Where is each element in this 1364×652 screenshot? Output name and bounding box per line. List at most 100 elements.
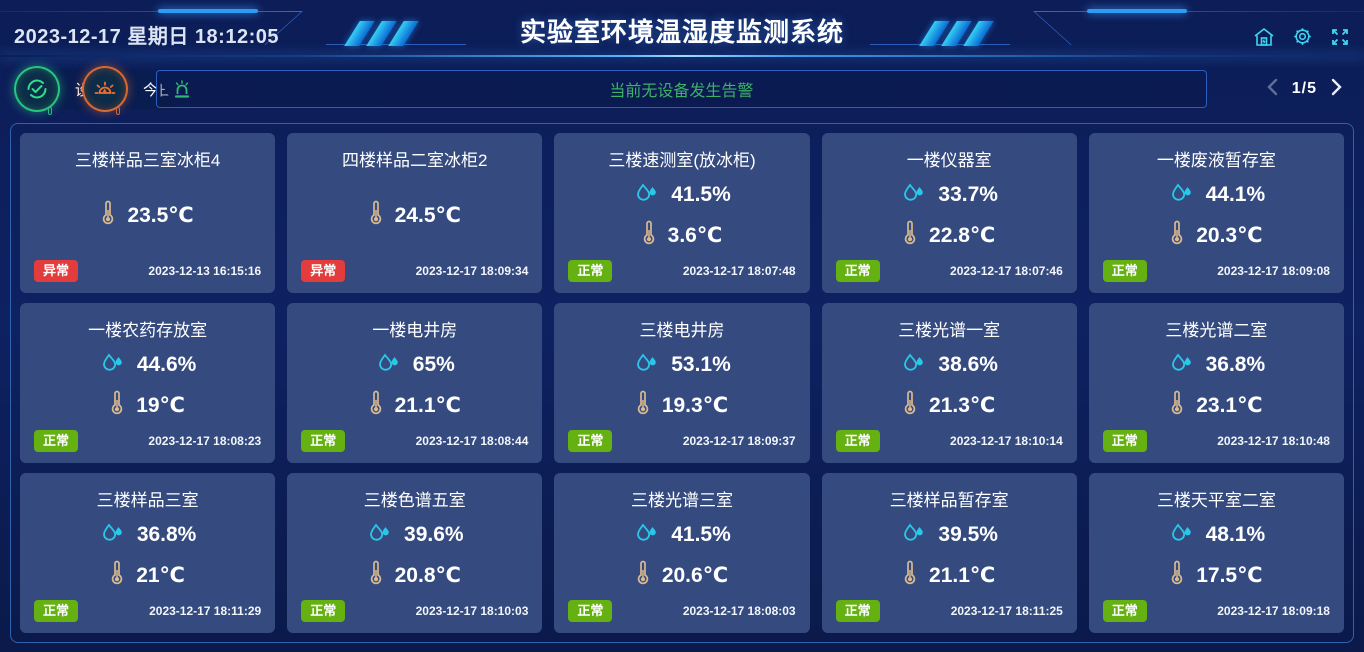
room-name: 三楼光谱二室 <box>1165 321 1268 340</box>
temperature-value: 20.3℃ <box>1196 223 1263 247</box>
timestamp: 2023-12-17 18:07:46 <box>950 264 1063 279</box>
prev-page-button[interactable] <box>1267 78 1278 101</box>
humidity-reading: 48.1% <box>1168 521 1265 550</box>
card-metrics: 39.5% 21.1℃ <box>836 511 1063 600</box>
device-card[interactable]: 三楼光谱二室 36.8% <box>1088 303 1344 463</box>
device-card[interactable]: 三楼色谱五室 39.6% <box>287 473 543 633</box>
alert-banner: 当前无设备发生告警 <box>156 70 1207 108</box>
humidity-value: 65% <box>412 353 455 377</box>
humidity-reading: 41.5% <box>633 521 731 550</box>
pagination: 1/5 <box>1267 78 1342 101</box>
device-count-widget: 设备数量 67 <box>14 66 48 115</box>
card-footer: 正常 2023-12-17 18:08:44 <box>301 430 528 452</box>
humidity-icon <box>366 521 392 550</box>
header: 2023-12-17 星期日 18:12:05 实验室环境温湿度监测系统 <box>0 0 1364 58</box>
room-name: 四楼样品二室冰柜2 <box>342 151 488 170</box>
device-card[interactable]: 三楼样品三室冰柜4 23 <box>20 133 276 293</box>
fullscreen-icon[interactable] <box>1330 27 1350 47</box>
temperature-value: 21℃ <box>136 563 185 587</box>
thermometer-icon <box>369 560 383 591</box>
temperature-reading: 17.5℃ <box>1170 560 1263 591</box>
temperature-reading: 20.6℃ <box>636 560 728 591</box>
timestamp: 2023-12-17 18:09:18 <box>1217 604 1330 619</box>
thermometer-icon <box>903 390 917 421</box>
temperature-reading: 19.3℃ <box>636 390 728 421</box>
room-name: 一楼农药存放室 <box>88 321 208 340</box>
room-name: 三楼电井房 <box>639 321 725 340</box>
card-footer: 正常 2023-12-17 18:09:37 <box>568 430 796 452</box>
thermometer-icon <box>110 560 124 591</box>
card-metrics: 44.6% 19℃ <box>34 341 261 430</box>
card-footer: 异常 2023-12-17 18:09:34 <box>301 260 528 282</box>
device-card[interactable]: 四楼样品二室冰柜2 24 <box>287 133 543 293</box>
device-card[interactable]: 一楼仪器室 33.7% 2 <box>821 133 1077 293</box>
room-name: 一楼电井房 <box>372 321 458 340</box>
temperature-reading: 21.1℃ <box>369 390 461 421</box>
card-footer: 正常 2023-12-17 18:09:18 <box>1102 600 1330 622</box>
device-card[interactable]: 三楼速测室(放冰柜) 41.5% <box>554 133 810 293</box>
timestamp: 2023-12-17 18:10:03 <box>415 604 529 619</box>
room-name: 三楼速测室(放冰柜) <box>608 151 756 170</box>
status-badge: 正常 <box>835 430 880 452</box>
status-badge: 正常 <box>568 260 613 282</box>
humidity-value: 38.6% <box>938 353 998 377</box>
status-badge: 正常 <box>34 430 79 452</box>
next-page-button[interactable] <box>1331 78 1342 101</box>
humidity-icon <box>1168 521 1194 550</box>
device-card[interactable]: 三楼样品暂存室 39.5% <box>821 473 1077 633</box>
header-underline-glow <box>0 55 1364 57</box>
device-card[interactable]: 三楼光谱三室 41.5% <box>554 473 810 633</box>
alert-message: 当前无设备发生告警 <box>609 83 754 100</box>
device-card[interactable]: 一楼电井房 65% 21. <box>287 303 543 463</box>
humidity-icon <box>375 351 401 380</box>
timestamp: 2023-12-17 18:08:44 <box>415 434 529 449</box>
humidity-icon <box>900 181 926 210</box>
header-icon-group <box>1253 26 1350 47</box>
device-card[interactable]: 一楼废液暂存室 44.1% <box>1088 133 1344 293</box>
thermometer-icon <box>1170 560 1184 591</box>
card-metrics: 53.1% 19.3℃ <box>568 341 795 430</box>
humidity-icon <box>633 351 659 380</box>
temperature-reading: 21.3℃ <box>903 390 995 421</box>
timestamp: 2023-12-13 16:15:16 <box>148 264 262 279</box>
device-card[interactable]: 一楼农药存放室 44.6% <box>20 303 276 463</box>
temperature-reading: 3.6℃ <box>642 220 722 251</box>
home-icon[interactable] <box>1253 27 1275 47</box>
temperature-reading: 20.3℃ <box>1170 220 1263 251</box>
card-footer: 正常 2023-12-17 18:11:25 <box>835 600 1063 622</box>
current-datetime: 2023-12-17 星期日 18:12:05 <box>14 26 279 48</box>
device-card[interactable]: 三楼天平室二室 48.1% <box>1088 473 1344 633</box>
card-footer: 正常 2023-12-17 18:10:48 <box>1102 430 1330 452</box>
thermometer-icon <box>1170 220 1184 251</box>
timestamp: 2023-12-17 18:09:08 <box>1217 264 1330 279</box>
room-name: 三楼光谱三室 <box>630 491 733 510</box>
humidity-value: 39.5% <box>938 523 998 547</box>
card-footer: 正常 2023-12-17 18:08:03 <box>568 600 796 622</box>
device-card[interactable]: 三楼样品三室 36.8% <box>20 473 276 633</box>
humidity-icon <box>633 181 659 210</box>
thermometer-icon <box>636 390 650 421</box>
humidity-value: 53.1% <box>671 353 731 377</box>
thermometer-icon <box>1170 390 1184 421</box>
status-badge: 正常 <box>301 430 346 452</box>
humidity-value: 36.8% <box>1205 353 1266 377</box>
device-card[interactable]: 三楼电井房 53.1% 1 <box>554 303 810 463</box>
timestamp: 2023-12-17 18:10:14 <box>950 434 1063 449</box>
page-indicator: 1/5 <box>1291 80 1317 97</box>
timestamp: 2023-12-17 18:09:34 <box>415 264 529 279</box>
status-badge: 正常 <box>835 600 880 622</box>
humidity-value: 44.1% <box>1205 183 1266 207</box>
card-footer: 正常 2023-12-17 18:09:08 <box>1102 260 1330 282</box>
room-name: 三楼天平室二室 <box>1156 491 1276 510</box>
temperature-value: 19℃ <box>136 393 185 417</box>
card-metrics: 23.5℃ <box>34 171 261 260</box>
device-card[interactable]: 三楼光谱一室 38.6% <box>821 303 1077 463</box>
card-footer: 正常 2023-12-17 18:10:03 <box>301 600 528 622</box>
status-badge: 正常 <box>1102 260 1147 282</box>
humidity-value: 44.6% <box>136 353 197 377</box>
humidity-icon <box>900 351 926 380</box>
room-name: 一楼废液暂存室 <box>1156 151 1276 170</box>
card-metrics: 36.8% 21℃ <box>34 511 261 600</box>
temperature-value: 21.1℃ <box>929 563 996 587</box>
gear-icon[interactable] <box>1292 26 1313 47</box>
